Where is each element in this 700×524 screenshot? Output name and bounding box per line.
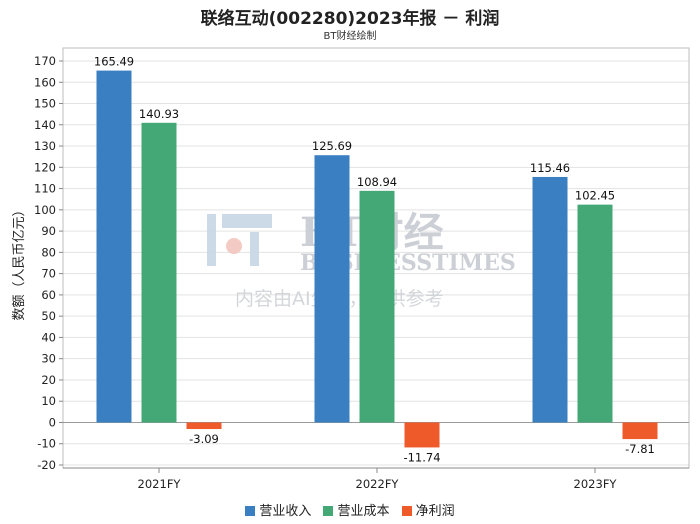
chart: BT财经 BUSINESSTIMES 内容由AI生成，仅供参考 -20-1001…: [12, 47, 690, 491]
y-tick-label-8: 60: [41, 288, 56, 302]
legend-swatch-revenue: [245, 506, 256, 516]
y-tick-label-7: 50: [41, 309, 56, 323]
y-tick-label-19: 170: [34, 54, 56, 68]
bar-2-2022FY: [404, 422, 440, 448]
data-label-1-2021FY: 140.93: [139, 107, 179, 121]
watermark-logo-dot: [226, 238, 242, 254]
data-labels: 165.49 140.93 -3.09 125.69 108.94 -11.74 115.4…: [94, 55, 655, 465]
y-tick-label-4: 20: [41, 373, 56, 387]
bar-2-2023FY: [622, 422, 658, 440]
legend-item-net-profit: 净利润: [401, 500, 455, 519]
bar-0-2021FY: [96, 70, 132, 423]
legend-label-cost: 营业成本: [337, 504, 390, 519]
bars: [96, 70, 658, 448]
legend-item-cost: 营业成本: [323, 500, 390, 519]
watermark-logo-leg: [250, 232, 259, 266]
y-tick-label-2: 0: [49, 415, 56, 429]
data-label-1-2022FY: 108.94: [357, 175, 397, 189]
bar-0-2022FY: [314, 155, 350, 423]
bar-1-2023FY: [577, 204, 613, 423]
x-tick-label-2023FY: 2023FY: [574, 477, 618, 491]
bar-0-2023FY: [532, 176, 568, 423]
y-tick-label-1: -10: [37, 437, 56, 451]
y-tick-label-0: -20: [37, 458, 56, 472]
y-axis-label: 数额（人民币亿元）: [12, 203, 27, 320]
chart-subtitle: BT财经绘制: [323, 31, 377, 42]
y-tick-label-17: 150: [34, 97, 56, 111]
data-label-0-2021FY: 165.49: [94, 55, 134, 69]
y-tick-label-18: 160: [34, 75, 56, 89]
x-tick-label-2022FY: 2022FY: [356, 477, 400, 491]
y-tick-label-6: 40: [41, 330, 56, 344]
chart-title: 联络互动(002280)2023年报 － 利润: [200, 9, 500, 29]
legend-label-revenue: 营业收入: [259, 504, 312, 519]
y-tick-label-16: 140: [34, 118, 56, 132]
watermark-logo-top: [222, 214, 272, 228]
y-tick-label-11: 90: [41, 224, 56, 238]
y-tick-label-3: 10: [41, 394, 56, 408]
data-label-0-2023FY: 115.46: [530, 161, 570, 175]
bar-1-2021FY: [141, 122, 177, 423]
y-tick-label-13: 110: [34, 182, 56, 196]
bar-1-2022FY: [359, 190, 395, 423]
data-label-0-2022FY: 125.69: [312, 139, 352, 153]
legend-label-net-profit: 净利润: [415, 504, 455, 519]
data-label-1-2023FY: 102.45: [575, 189, 615, 203]
legend: 营业收入 营业成本 净利润: [0, 500, 700, 519]
y-tick-label-14: 120: [34, 160, 56, 174]
data-label-2-2022FY: -11.74: [403, 450, 440, 464]
data-label-2-2021FY: -3.09: [189, 432, 219, 446]
legend-item-revenue: 营业收入: [245, 500, 311, 519]
legend-swatch-cost: [323, 506, 334, 516]
legend-swatch-net-profit: [401, 506, 412, 516]
bar-2-2021FY: [186, 422, 222, 430]
watermark-logo-bar: [207, 214, 216, 266]
y-tick-label-9: 70: [41, 267, 56, 281]
y-tick-label-15: 130: [34, 139, 56, 153]
data-label-2-2023FY: -7.81: [625, 442, 655, 456]
y-tick-label-5: 30: [41, 352, 56, 366]
y-tick-label-12: 100: [34, 203, 56, 217]
x-tick-label-2021FY: 2021FY: [138, 477, 182, 491]
y-tick-label-10: 80: [41, 245, 56, 259]
